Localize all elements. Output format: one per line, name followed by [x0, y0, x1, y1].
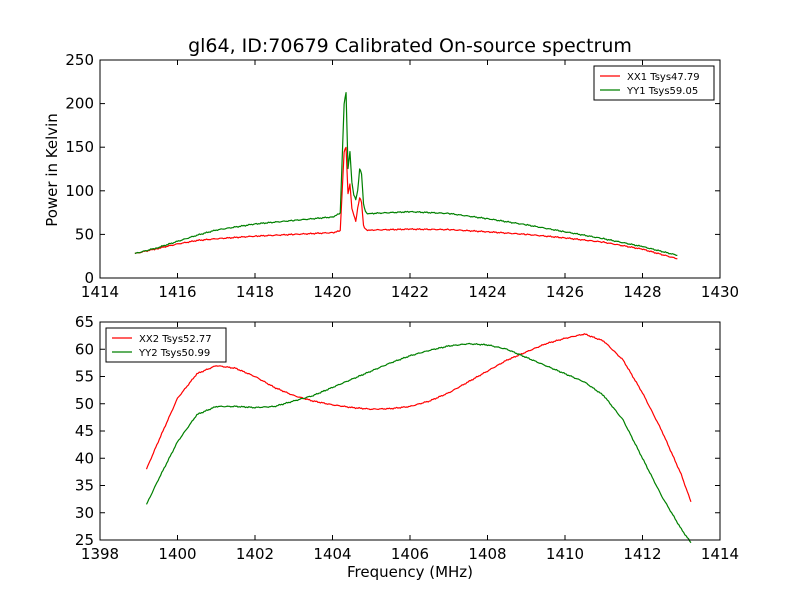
x-tick-label: 1408	[468, 545, 506, 563]
y-tick-label: 65	[75, 313, 94, 331]
y-tick-label: 150	[65, 138, 94, 156]
y-tick-label: 25	[75, 531, 94, 549]
legend-label: YY1 Tsys59.05	[626, 86, 698, 97]
y-tick-label: 55	[75, 368, 94, 386]
y-tick-label: 30	[75, 504, 94, 522]
plot-area: 1414 1416 1418 1420 1422 1424 1426 1428 14300501…	[65, 51, 739, 563]
y-tick-label: 50	[75, 225, 94, 243]
y-tick-label: 40	[75, 449, 94, 467]
y-tick-label: 45	[75, 422, 94, 440]
series-line-yy2	[145, 342, 692, 544]
x-tick-label: 1410	[546, 545, 584, 563]
series-line-xx2	[145, 333, 692, 503]
x-tick-label: 1430	[701, 283, 739, 301]
x-tick-label: 1426	[546, 283, 584, 301]
panel-1: 1414 1416 1418 1420 1422 1424 1426 1428 1430 0 50 1…	[65, 51, 739, 301]
series-line-xx1	[134, 146, 678, 260]
legend: XX2 Tsys52.77 YY2 Tsys50.99	[105, 327, 227, 363]
legend-box	[593, 65, 715, 101]
x-tick-label: 1400	[158, 545, 196, 563]
panel-2: 1398 1400 1402 1404 1406 1408 1410 1412 1414 25 30…	[75, 313, 739, 563]
x-tick-label: 1420	[313, 283, 351, 301]
x-tick-label: 1422	[391, 283, 429, 301]
legend: XX1 Tsys47.79 YY1 Tsys59.05	[593, 65, 715, 101]
y-tick-label: 50	[75, 395, 94, 413]
series-line-yy1	[134, 92, 678, 256]
y-tick-label: 100	[65, 182, 94, 200]
y-tick-label: 0	[84, 269, 94, 287]
x-tick-label: 1414	[81, 283, 119, 301]
x-tick-label: 1416	[158, 283, 196, 301]
y-tick-label: 250	[65, 51, 94, 69]
legend-label: XX2 Tsys52.77	[139, 334, 212, 345]
x-tick-label: 1418	[236, 283, 274, 301]
y-tick-label: 200	[65, 95, 94, 113]
chart-title: gl64, ID:70679 Calibrated On-source spec…	[188, 35, 632, 57]
bottom-x-axis-label: Frequency (MHz)	[347, 563, 473, 581]
x-tick-label: 1424	[468, 283, 506, 301]
y-tick-label: 60	[75, 340, 94, 358]
legend-box	[105, 327, 227, 363]
x-tick-label: 1402	[236, 545, 274, 563]
legend-label: YY2 Tsys50.99	[138, 348, 210, 359]
x-tick-label: 1414	[701, 545, 739, 563]
x-tick-label: 1398	[81, 545, 119, 563]
x-tick-label: 1428	[623, 283, 661, 301]
x-tick-label: 1406	[391, 545, 429, 563]
legend-label: XX1 Tsys47.79	[627, 72, 700, 83]
x-tick-label: 1404	[313, 545, 351, 563]
top-y-axis-label: Power in Kelvin	[43, 113, 61, 227]
y-tick-label: 35	[75, 477, 94, 495]
x-tick-label: 1412	[623, 545, 661, 563]
